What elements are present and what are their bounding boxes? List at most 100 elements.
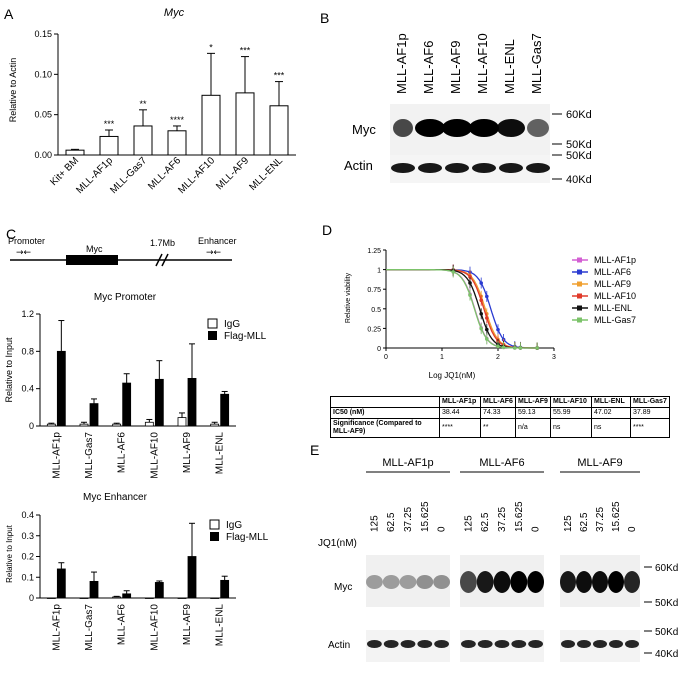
e-marker-50kd-lower: 50Kd bbox=[655, 627, 678, 638]
actin-band bbox=[528, 640, 543, 648]
table-cell: ns bbox=[550, 418, 592, 438]
category-label: MLL-Gas7 bbox=[84, 432, 95, 479]
legend-label: MLL-ENL bbox=[594, 303, 632, 313]
panel-c-diagram: Promoter Myc 1.7Mb Enhancer →← →← bbox=[8, 236, 237, 267]
bar bbox=[144, 421, 154, 427]
table-cell: n/a bbox=[515, 418, 551, 438]
legend-label: MLL-AF9 bbox=[594, 279, 631, 289]
enhancer-chart: Myc Enhancer Relative to Input IgG Flag-… bbox=[5, 492, 269, 651]
myc-band bbox=[393, 119, 413, 137]
myc-band bbox=[442, 119, 472, 137]
myc-band bbox=[433, 575, 450, 589]
promoter-ylabel: Relative to Input bbox=[4, 337, 14, 403]
marker-40kd: 40Kd bbox=[566, 174, 592, 186]
actin-band bbox=[418, 163, 442, 173]
panel-letter-a: A bbox=[4, 6, 14, 22]
bar bbox=[56, 568, 66, 599]
panel-a-chart: Myc Relative to Actin 0.00 0.05 0.10 0.15 Ki… bbox=[8, 7, 296, 196]
bar bbox=[112, 596, 122, 599]
y-tick-label: 0.4 bbox=[21, 510, 34, 520]
myc-band bbox=[476, 571, 494, 593]
bar bbox=[133, 125, 153, 156]
bar bbox=[210, 597, 220, 599]
significance-label: *** bbox=[274, 71, 285, 81]
panel-letter-b: B bbox=[320, 10, 330, 26]
myc-gene-box bbox=[66, 255, 118, 265]
myc-band bbox=[527, 571, 544, 593]
category-label: MLL-AF10 bbox=[149, 604, 160, 651]
myc-band bbox=[510, 571, 528, 593]
bar bbox=[210, 423, 220, 427]
category-label: MLL-AF1p bbox=[51, 432, 62, 479]
table-cell: **** bbox=[439, 418, 481, 438]
series-line bbox=[386, 268, 538, 349]
category-label: MLL-Gas7 bbox=[108, 155, 149, 196]
x-tick-label: 0 bbox=[384, 354, 388, 361]
y-tick-label: 0.25 bbox=[367, 326, 381, 333]
myc-band bbox=[415, 119, 445, 137]
legend-igg-label-2: IgG bbox=[226, 520, 242, 531]
bar bbox=[235, 92, 255, 156]
dose-label: JQ1(nM) bbox=[318, 538, 357, 549]
category-label: MLL-AF6 bbox=[117, 432, 128, 474]
bar bbox=[65, 149, 85, 156]
promoter-chart-title: Myc Promoter bbox=[94, 292, 157, 303]
dose-tick-label: 0 bbox=[531, 526, 542, 532]
y-tick-label: 0.3 bbox=[21, 531, 34, 541]
e-marker-50kd-upper: 50Kd bbox=[655, 598, 678, 609]
bar bbox=[46, 597, 56, 599]
category-label: MLL-AF1p bbox=[51, 604, 62, 651]
actin-band bbox=[593, 640, 607, 648]
category-label: MLL-ENL bbox=[215, 604, 226, 647]
table-cell: 37.89 bbox=[630, 407, 670, 419]
category-label: MLL-ENL bbox=[247, 155, 285, 193]
y-tick-label: 0.10 bbox=[34, 69, 52, 79]
bar bbox=[154, 582, 164, 599]
bar bbox=[122, 593, 132, 599]
myc-band bbox=[460, 571, 477, 593]
bar bbox=[89, 581, 99, 599]
bar bbox=[187, 378, 197, 427]
table-cell: 47.02 bbox=[591, 407, 631, 419]
dose-tick-label: 0 bbox=[627, 526, 638, 532]
marker-50kd-upper: 50Kd bbox=[566, 139, 592, 151]
bar bbox=[177, 417, 187, 427]
bar bbox=[167, 130, 187, 156]
group-label: MLL-AF9 bbox=[577, 457, 622, 469]
actin-band bbox=[383, 640, 399, 648]
panel-letter-c: C bbox=[6, 226, 17, 242]
dose-tick-label: 15.625 bbox=[611, 501, 622, 532]
series-line bbox=[386, 268, 538, 349]
panel-d-ylabel: Relative viability bbox=[345, 272, 352, 323]
group-label: MLL-AF1p bbox=[382, 457, 433, 469]
myc-band bbox=[624, 571, 640, 593]
bar bbox=[122, 382, 132, 427]
y-tick-label: 0.5 bbox=[371, 307, 381, 314]
category-label: Kit+ BM bbox=[48, 155, 81, 188]
dose-tick-label: 0 bbox=[437, 526, 448, 532]
e-myc-label: Myc bbox=[334, 582, 352, 593]
lane-label: MLL-AF1p bbox=[394, 33, 409, 94]
bar bbox=[112, 423, 122, 427]
enhancer-arrows-icon: →← bbox=[206, 248, 222, 258]
bar bbox=[89, 403, 99, 427]
myc-band bbox=[592, 571, 608, 593]
table-cell bbox=[330, 396, 440, 408]
actin-band bbox=[625, 640, 639, 648]
actin-band bbox=[367, 640, 382, 648]
table-cell: MLL-AF1p bbox=[439, 396, 481, 408]
x-tick-label: 2 bbox=[496, 354, 500, 361]
legend-marker bbox=[577, 305, 582, 311]
dose-tick-label: 37.25 bbox=[403, 507, 414, 532]
actin-band bbox=[577, 640, 591, 648]
panel-e-blot: MLL-AF1p 125 62.5 37.25 15.625 0 MLL-AF6 125 62.… bbox=[318, 457, 678, 662]
series-line bbox=[386, 268, 538, 349]
bar bbox=[79, 423, 89, 427]
actin-blot-strip bbox=[390, 155, 550, 183]
table-cell: **** bbox=[630, 418, 670, 438]
legend-marker bbox=[577, 257, 582, 263]
panel-d-xlabel: Log JQ1(nM) bbox=[429, 371, 476, 380]
bar bbox=[46, 423, 56, 427]
dose-tick-label: 62.5 bbox=[386, 512, 397, 532]
bar bbox=[201, 94, 221, 156]
